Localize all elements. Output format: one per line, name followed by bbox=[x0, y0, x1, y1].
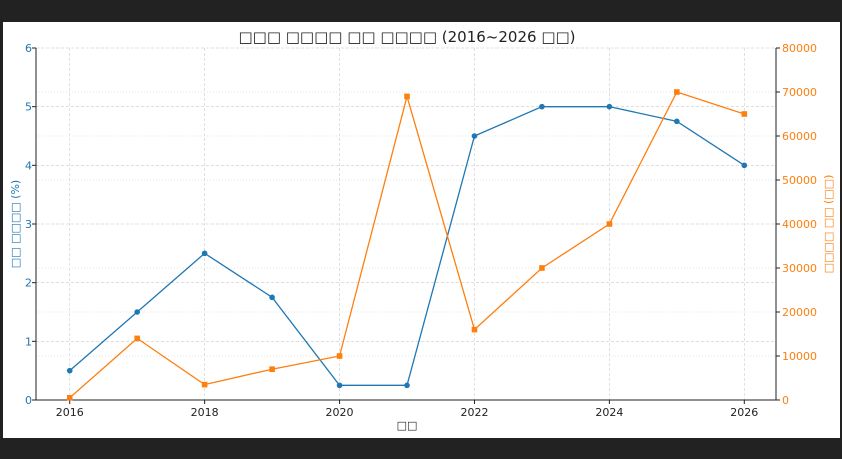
series-0-point bbox=[741, 162, 748, 169]
right-tick-label: 50000 bbox=[782, 174, 817, 187]
series-0-point bbox=[471, 133, 478, 139]
series-1-point bbox=[201, 381, 208, 388]
series-1-point bbox=[741, 111, 748, 117]
left-tick-label: 0 bbox=[25, 394, 32, 407]
series-0-point bbox=[336, 382, 343, 389]
left-tick-label: 6 bbox=[25, 42, 32, 55]
x-tick-label: 2016 bbox=[56, 406, 84, 419]
series-1-point bbox=[606, 221, 613, 227]
series-0-point bbox=[539, 103, 545, 110]
right-tick-label: 80000 bbox=[782, 42, 817, 55]
series-1-point bbox=[336, 353, 343, 359]
series-0-point bbox=[606, 103, 613, 110]
series-1-point bbox=[674, 89, 680, 95]
series-1-point bbox=[269, 366, 275, 372]
series-1-point bbox=[66, 395, 73, 401]
series-1-point bbox=[471, 326, 478, 333]
right-tick-label: 60000 bbox=[782, 130, 817, 143]
series-1-point bbox=[404, 93, 410, 100]
right-tick-label: 10000 bbox=[782, 350, 817, 363]
right-axis-label: □□□□ □□ (□□) bbox=[822, 175, 835, 274]
left-tick-label: 5 bbox=[25, 101, 32, 114]
series-1-line bbox=[69, 91, 745, 399]
series-0-point bbox=[674, 118, 680, 125]
series-0-point bbox=[66, 367, 73, 374]
series-1-point bbox=[134, 335, 140, 342]
left-axis-label: □□ □□□□ (%) bbox=[9, 180, 22, 268]
left-tick-label: 3 bbox=[25, 218, 32, 231]
right-tick-label: 30000 bbox=[782, 262, 817, 275]
chart-window bbox=[3, 22, 840, 438]
x-tick-label: 2022 bbox=[460, 406, 488, 419]
series-0-point bbox=[134, 309, 140, 315]
series-1-point bbox=[539, 265, 545, 271]
x-axis-label: □□ bbox=[397, 419, 418, 432]
series-0-point bbox=[269, 294, 275, 301]
left-tick-label: 2 bbox=[25, 277, 32, 290]
x-tick-label: 2018 bbox=[191, 406, 219, 419]
series-0-point bbox=[201, 250, 208, 257]
right-tick-label: 70000 bbox=[782, 86, 817, 99]
right-tick-label: 0 bbox=[782, 394, 789, 407]
series-0-line bbox=[69, 106, 745, 386]
x-tick-label: 2026 bbox=[730, 406, 758, 419]
left-tick-label: 4 bbox=[25, 159, 32, 172]
right-tick-label: 40000 bbox=[782, 218, 817, 231]
chart-title: □□□ □□□□ □□ □□□□ (2016~2026 □□) bbox=[238, 28, 575, 46]
series-0-point bbox=[404, 382, 410, 389]
left-tick-label: 1 bbox=[25, 335, 32, 348]
right-tick-label: 20000 bbox=[782, 306, 817, 319]
x-tick-label: 2024 bbox=[595, 406, 623, 419]
x-tick-label: 2020 bbox=[326, 406, 354, 419]
